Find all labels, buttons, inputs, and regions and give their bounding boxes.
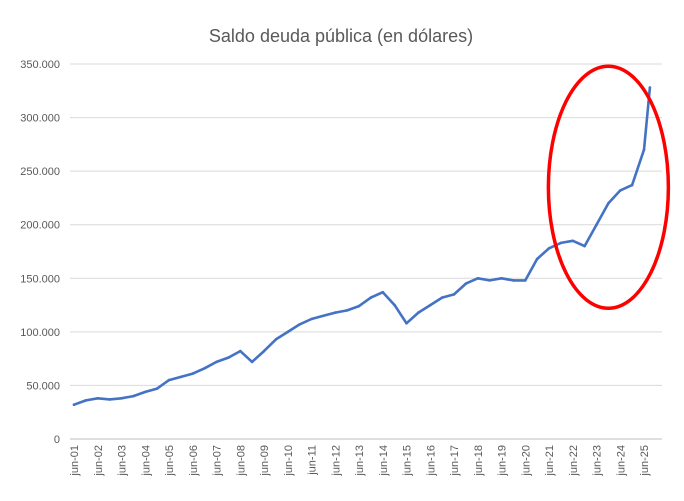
data-point [440,296,444,299]
data-point [547,247,551,250]
x-tick-label: jun-04 [140,445,152,477]
data-point [595,223,598,226]
data-point [155,387,159,390]
series-group [72,86,652,407]
data-point [310,317,313,321]
x-tick-label: jun-19 [497,445,509,477]
x-tick-label: jun-24 [615,445,627,477]
data-point [500,277,503,280]
x-tick-label: jun-11 [307,445,319,476]
data-point [524,279,527,282]
data-point [286,330,290,334]
data-point [630,183,634,187]
data-point [96,397,100,400]
data-point [648,86,652,89]
data-point [298,323,301,326]
data-point [227,356,230,359]
data-point [452,293,456,296]
x-tick-label: jun-01 [69,445,81,477]
x-tick-label: jun-08 [235,445,247,477]
x-tick-label: jun-13 [354,445,366,477]
grid-lines [70,63,662,386]
y-axis: 0 50.000 100.000 150.000 200.000 250.000 300.0… [20,59,60,446]
data-point [642,148,646,151]
x-tick-label: jun-06 [188,445,200,477]
x-tick-label: jun-17 [449,445,461,477]
x-tick-label: jun-02 [93,445,105,477]
data-point [262,349,266,353]
y-tick-label: 100.000 [20,327,60,339]
annotation-group [546,64,671,310]
data-point [381,290,385,294]
x-tick-label: jun-25 [639,445,651,477]
x-tick-label: jun-14 [378,445,390,477]
data-point [535,257,539,261]
x-tick-label: jun-20 [520,445,532,477]
x-tick-label: jun-10 [283,445,295,477]
data-point [559,241,563,245]
data-point [120,397,123,400]
x-tick-label: jun-22 [568,445,580,477]
data-point [512,279,515,282]
x-tick-label: jun-12 [330,445,342,477]
data-point [357,304,361,308]
x-tick-label: jun-05 [164,445,176,477]
x-tick-label: jun-23 [592,445,604,477]
data-point [144,390,147,394]
y-tick-label: 0 [54,434,60,446]
data-point [488,279,491,282]
x-tick-label: jun-21 [544,445,556,477]
data-point [369,296,373,299]
data-point [583,244,586,248]
data-point [345,309,349,312]
chart-title: Saldo deuda pública (en dólares) [209,26,473,46]
highlight-ellipse [546,64,671,310]
data-point [191,372,195,375]
data-point [571,239,575,243]
data-point [393,303,396,307]
data-point [476,277,480,280]
data-point [203,367,206,370]
data-point [250,360,254,364]
data-point [429,303,432,307]
y-tick-label: 250.000 [20,166,60,178]
data-point [108,398,111,401]
x-tick-label: jun-18 [473,445,485,477]
data-point [464,282,468,285]
x-tick-label: jun-03 [117,445,129,477]
data-point [132,394,135,398]
data-point [417,311,420,314]
data-point [619,189,622,192]
data-point [84,399,88,402]
series-line [72,86,652,407]
data-point [167,378,171,382]
x-tick-label: jun-15 [402,445,414,477]
y-tick-label: 50.000 [26,380,60,392]
data-point [607,202,610,205]
data-point [239,349,242,353]
y-tick-label: 150.000 [20,273,60,285]
data-point [334,311,337,314]
x-tick-label: jun-07 [212,445,224,477]
x-axis: jun-01 jun-02 jun-03 jun-04 jun-05 jun-06 jun-… [69,438,662,477]
y-tick-label: 200.000 [20,220,60,232]
data-point [179,375,183,379]
data-point [274,338,278,341]
x-tick-label: jun-09 [259,445,271,477]
y-tick-label: 350.000 [20,59,60,71]
data-point [405,322,408,325]
data-point [322,314,325,318]
data-point [215,360,218,364]
x-tick-label: jun-16 [425,445,437,477]
data-point [72,403,76,407]
y-tick-label: 300.000 [20,113,60,125]
